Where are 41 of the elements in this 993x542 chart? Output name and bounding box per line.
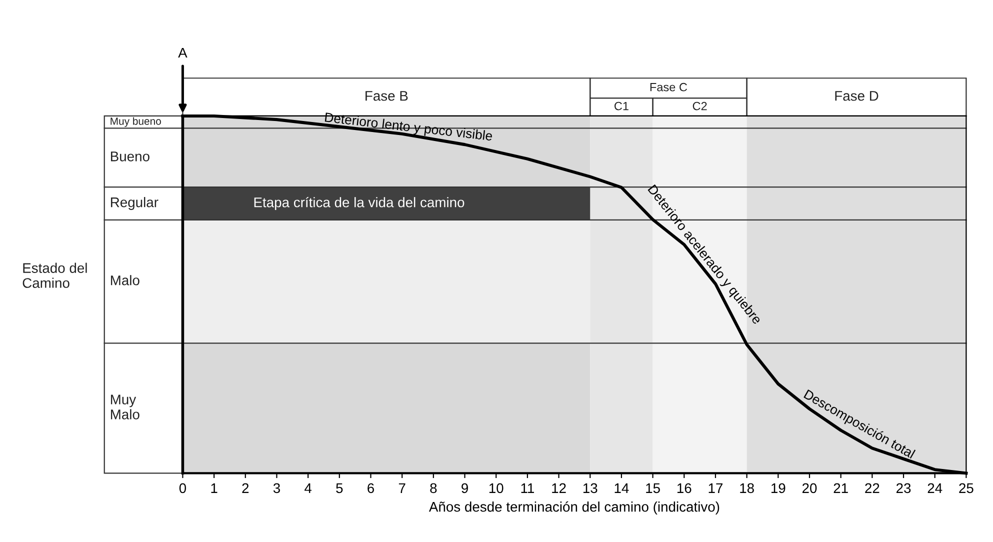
text: Estado del Camino [22,262,87,288]
text: Fase C [650,82,688,92]
x-tick-label: 4 [304,483,312,493]
text: Regular [110,197,158,210]
annotation: A [178,48,188,58]
x-tick-label: 25 [959,483,974,494]
x-tick-label: 16 [677,483,692,494]
x-tick-label: 17 [708,483,723,493]
x-tick-label: 5 [336,483,343,494]
x-tick-label: 1 [211,483,218,493]
x-tick-label: 14 [614,483,629,493]
text: Bueno [110,152,150,162]
x-tick-label: 8 [430,483,437,494]
annotation: Deterioro lento y poco visible [324,112,493,144]
x-tick-label: 19 [771,483,786,494]
text: Malo [110,275,140,286]
x-tick-label: 13 [583,483,598,494]
x-tick-label: 24 [928,483,942,493]
x-tick-label: 22 [865,483,880,493]
text: Muy bueno [110,117,161,127]
x-tick-label: 9 [462,483,468,494]
band-label: C1 [614,102,628,110]
x-tick-label: 18 [740,483,754,494]
x-tick-label: 0 [179,483,186,494]
x-tick-label: 21 [834,483,848,493]
x-tick-label: 2 [242,483,249,493]
x-tick-label: 7 [398,483,406,493]
x-tick-label: 15 [646,483,660,494]
text: Muy Malo [110,394,140,420]
band-label: Fase D [835,91,878,101]
x-tick-label: 3 [273,483,280,494]
x-tick-label: 23 [896,483,911,494]
band-label: Etapa crítica de la vida del camino [254,196,464,210]
x-axis-title: Años desde terminación del camino (indicativo) [428,501,720,514]
x-tick-label: 20 [802,483,817,494]
band-label: Fase B [366,91,408,101]
x-tick-label: 10 [489,483,504,494]
x-tick-label: 11 [521,483,534,493]
x-tick-label: 12 [552,483,566,493]
band-label: C2 [692,102,707,110]
x-tick-label: 6 [368,483,374,494]
